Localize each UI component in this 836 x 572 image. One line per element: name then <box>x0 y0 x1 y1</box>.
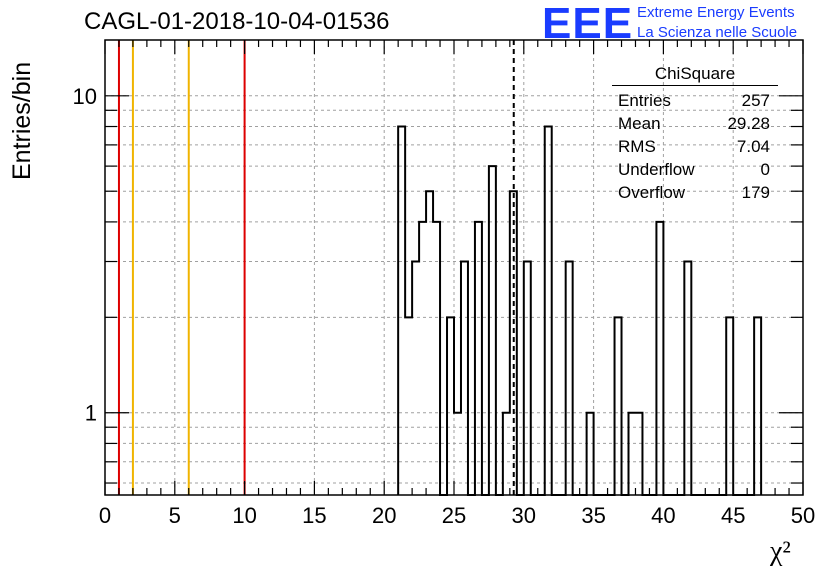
histogram-bin <box>405 317 412 495</box>
stats-row-overflow: Overflow 179 <box>612 181 778 204</box>
logo-tagline-2: La Scienza nelle Scuole <box>637 24 798 41</box>
histogram-bin <box>412 262 419 495</box>
stats-row-rms: RMS 7.04 <box>612 135 778 158</box>
stats-value: 257 <box>741 91 770 110</box>
histogram-bin <box>566 262 573 495</box>
x-tick-label: 15 <box>302 503 326 528</box>
histogram-bin <box>656 222 663 495</box>
histogram-bin <box>629 413 636 495</box>
x-tick-label: 40 <box>651 503 675 528</box>
x-tick-label: 20 <box>372 503 396 528</box>
x-axis-label: χ² <box>770 536 791 567</box>
x-tick-label: 45 <box>721 503 745 528</box>
stats-value: 29.28 <box>727 114 770 133</box>
stats-label: Mean <box>618 114 661 133</box>
chart-title: CAGL-01-2018-10-04-01536 <box>84 8 390 35</box>
histogram-bin <box>489 166 496 495</box>
histogram-bin <box>587 413 594 495</box>
logo-tagline-1: Extreme Energy Events <box>637 4 795 21</box>
stats-label: Overflow <box>618 183 686 202</box>
histogram-bin <box>398 127 405 495</box>
stats-label: RMS <box>618 137 656 156</box>
eee-logo: EEE <box>542 0 634 48</box>
stats-label: Underflow <box>618 160 695 179</box>
x-tick-label: 0 <box>99 503 111 528</box>
stats-row-entries: Entries 257 <box>612 89 778 112</box>
y-tick-label: 10 <box>73 84 97 109</box>
histogram-bin <box>419 222 426 495</box>
histogram-bin <box>433 222 440 495</box>
stats-row-mean: Mean 29.28 <box>612 112 778 135</box>
histogram-bin <box>726 317 733 495</box>
x-tick-label: 25 <box>442 503 466 528</box>
stats-label: Entries <box>618 91 671 110</box>
x-tick-label: 35 <box>581 503 605 528</box>
histogram-bin <box>545 127 552 495</box>
histogram-bin <box>684 262 691 495</box>
stats-row-underflow: Underflow 0 <box>612 158 778 181</box>
x-tick-label: 50 <box>791 503 815 528</box>
histogram-bin <box>447 317 454 495</box>
x-tick-label: 10 <box>232 503 256 528</box>
histogram-bin <box>510 191 517 495</box>
histogram-bin <box>475 222 482 495</box>
histogram-bin <box>635 413 642 495</box>
stats-value: 0 <box>760 160 770 179</box>
histogram-bin <box>426 191 433 495</box>
stats-box: ChiSquare Entries 257 Mean 29.28 RMS 7.0… <box>612 64 778 204</box>
stats-value: 179 <box>741 183 770 202</box>
histogram-bin <box>615 317 622 495</box>
x-tick-label: 5 <box>169 503 181 528</box>
histogram-bin <box>454 413 461 495</box>
x-tick-label: 30 <box>512 503 536 528</box>
stats-title: ChiSquare <box>612 64 778 86</box>
histogram-bin <box>754 317 761 495</box>
histogram-bin <box>503 413 510 495</box>
histogram-bin <box>524 262 531 495</box>
histogram-bin <box>461 262 468 495</box>
y-tick-label: 1 <box>85 401 97 426</box>
y-axis-label: Entries/bin <box>8 61 36 180</box>
stats-value: 7.04 <box>736 137 770 156</box>
